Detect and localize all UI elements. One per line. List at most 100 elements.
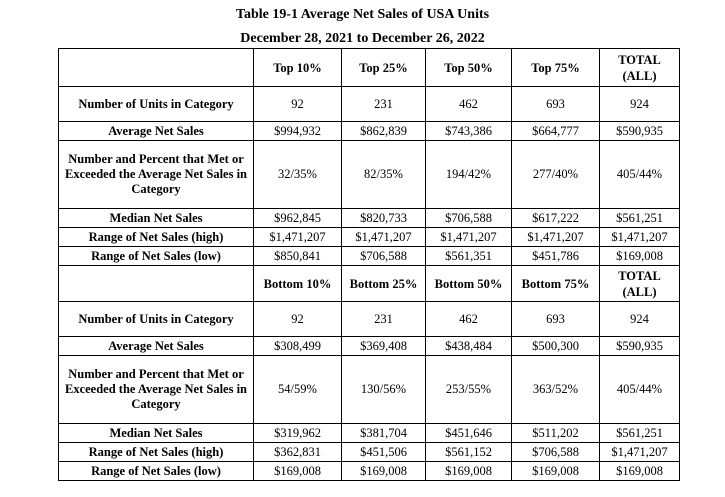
row-label: Range of Net Sales (high) (58, 442, 254, 462)
table-cell: 253/55% (425, 355, 512, 424)
row-label: Average Net Sales (58, 121, 254, 141)
header-blank-cell (58, 48, 254, 87)
row-label: Range of Net Sales (low) (58, 461, 254, 481)
table-cell: $1,471,207 (599, 227, 680, 247)
table-cell: 405/44% (599, 355, 680, 424)
column-header: Top 25% (341, 48, 426, 87)
table-cell: $1,471,207 (341, 227, 426, 247)
table-cell: 231 (341, 301, 426, 337)
table-cell: 693 (511, 86, 600, 122)
table-cell: $438,484 (425, 336, 512, 356)
table-cell: 462 (425, 301, 512, 337)
table-cell: $451,786 (511, 246, 600, 266)
table-date-range: December 28, 2021 to December 26, 2022 (240, 31, 485, 46)
table-cell: 924 (599, 301, 680, 337)
table-cell: 92 (253, 86, 342, 122)
column-header: Bottom 50% (425, 265, 512, 302)
table-cell: 130/56% (341, 355, 426, 424)
net-sales-table: Top 10% Top 25% Top 50% Top 75% TOTAL (A… (58, 48, 680, 481)
table-cell: $850,841 (253, 246, 342, 266)
table-row: Median Net Sales $319,962 $381,704 $451,… (58, 423, 680, 443)
table-cell: $169,008 (425, 461, 512, 481)
table-cell: $962,845 (253, 208, 342, 228)
table-row: Average Net Sales $994,932 $862,839 $743… (58, 121, 680, 141)
table-cell: 693 (511, 301, 600, 337)
table-cell: $1,471,207 (425, 227, 512, 247)
table-cell: $500,300 (511, 336, 600, 356)
column-header: Bottom 10% (253, 265, 342, 302)
table-cell: $617,222 (511, 208, 600, 228)
table-row: Range of Net Sales (low) $850,841 $706,5… (58, 246, 680, 266)
column-header: Bottom 75% (511, 265, 600, 302)
table-cell: 405/44% (599, 140, 680, 209)
table-cell: $369,408 (341, 336, 426, 356)
table-row: Range of Net Sales (low) $169,008 $169,0… (58, 461, 680, 481)
table-row: Number and Percent that Met or Exceeded … (58, 355, 680, 424)
table-cell: $743,386 (425, 121, 512, 141)
row-label: Number of Units in Category (58, 86, 254, 122)
table-cell: $1,471,207 (599, 442, 680, 462)
table-cell: $511,202 (511, 423, 600, 443)
table-cell: $381,704 (341, 423, 426, 443)
table-cell: $706,588 (341, 246, 426, 266)
table-cell: $319,962 (253, 423, 342, 443)
table-cell: $561,251 (599, 423, 680, 443)
bottom-header-row: Bottom 10% Bottom 25% Bottom 50% Bottom … (58, 265, 680, 302)
table-cell: $169,008 (511, 461, 600, 481)
row-label: Number and Percent that Met or Exceeded … (58, 140, 254, 209)
table-row: Number of Units in Category 92 231 462 6… (58, 301, 680, 337)
table-row: Range of Net Sales (high) $1,471,207 $1,… (58, 227, 680, 247)
table-cell: 54/59% (253, 355, 342, 424)
table-row: Average Net Sales $308,499 $369,408 $438… (58, 336, 680, 356)
table-cell: 82/35% (341, 140, 426, 209)
table-cell: 32/35% (253, 140, 342, 209)
table-cell: $1,471,207 (253, 227, 342, 247)
table-cell: $664,777 (511, 121, 600, 141)
table-row: Number and Percent that Met or Exceeded … (58, 140, 680, 209)
table-cell: 194/42% (425, 140, 512, 209)
table-row: Number of Units in Category 92 231 462 6… (58, 86, 680, 122)
column-header: TOTAL (ALL) (599, 48, 680, 87)
table-title: Table 19-1 Average Net Sales of USA Unit… (235, 7, 490, 22)
table-cell: 363/52% (511, 355, 600, 424)
row-label: Median Net Sales (58, 208, 254, 228)
table-cell: $169,008 (599, 246, 680, 266)
table-cell: $1,471,207 (511, 227, 600, 247)
table-cell: $169,008 (253, 461, 342, 481)
table-cell: $561,152 (425, 442, 512, 462)
table-cell: $169,008 (341, 461, 426, 481)
row-label: Number and Percent that Met or Exceeded … (58, 355, 254, 424)
table-cell: $362,831 (253, 442, 342, 462)
table-cell: $561,351 (425, 246, 512, 266)
column-header: Top 75% (511, 48, 600, 87)
table-cell: $169,008 (599, 461, 680, 481)
top-header-row: Top 10% Top 25% Top 50% Top 75% TOTAL (A… (58, 48, 680, 87)
row-label: Number of Units in Category (58, 301, 254, 337)
header-blank-cell (58, 265, 254, 302)
table-cell: $451,506 (341, 442, 426, 462)
table-cell: 462 (425, 86, 512, 122)
column-header: Bottom 25% (341, 265, 426, 302)
table-cell: $706,588 (425, 208, 512, 228)
row-label: Median Net Sales (58, 423, 254, 443)
table-cell: $590,935 (599, 336, 680, 356)
table-cell: $308,499 (253, 336, 342, 356)
table-cell: $561,251 (599, 208, 680, 228)
table-cell: $862,839 (341, 121, 426, 141)
row-label: Range of Net Sales (high) (58, 227, 254, 247)
table-cell: 924 (599, 86, 680, 122)
row-label: Range of Net Sales (low) (58, 246, 254, 266)
table-cell: $451,646 (425, 423, 512, 443)
table-cell: $994,932 (253, 121, 342, 141)
column-header: Top 50% (425, 48, 512, 87)
table-cell: 277/40% (511, 140, 600, 209)
table-cell: 231 (341, 86, 426, 122)
table-cell: $820,733 (341, 208, 426, 228)
row-label: Average Net Sales (58, 336, 254, 356)
table-row: Median Net Sales $962,845 $820,733 $706,… (58, 208, 680, 228)
table-cell: $706,588 (511, 442, 600, 462)
column-header: Top 10% (253, 48, 342, 87)
table-row: Range of Net Sales (high) $362,831 $451,… (58, 442, 680, 462)
table-cell: 92 (253, 301, 342, 337)
table-cell: $590,935 (599, 121, 680, 141)
